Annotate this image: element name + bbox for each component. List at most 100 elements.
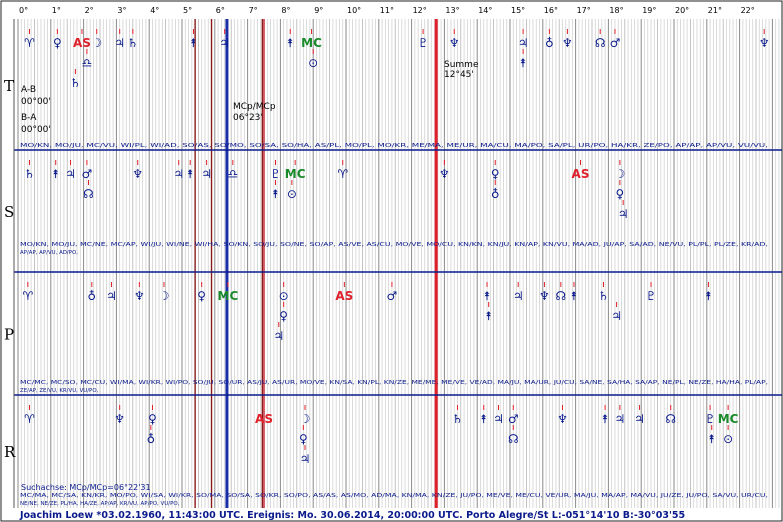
planet-glyph: ♆	[539, 289, 550, 303]
planet-glyph: ♁	[146, 432, 155, 446]
planet-glyph: ♃	[114, 36, 125, 50]
planet-glyph: ⯭	[602, 412, 609, 426]
degree-label: 16°	[544, 6, 558, 15]
degree-label: 2°	[85, 6, 94, 15]
planet-glyph: ⯭	[520, 56, 527, 70]
degree-label: 11°	[380, 6, 394, 15]
midpoint-pair-line: MO/KN, MO/JU, MC/NE, MC/AP, WI/JU, WI/NE…	[20, 242, 768, 248]
planet-glyph: ♄	[127, 36, 138, 50]
planet-glyph: ⯭	[705, 289, 712, 303]
degree-grid	[17, 19, 780, 508]
marker-lines	[194, 19, 438, 508]
planet-glyph: ♃	[273, 329, 284, 343]
planet-glyph: ♃	[513, 289, 524, 303]
planet-glyph: ♆	[449, 36, 460, 50]
row-label-P: P	[4, 326, 14, 344]
planet-glyph: ♂	[610, 36, 621, 50]
planet-glyph: ☊	[665, 412, 676, 426]
degree-label: 21°	[708, 6, 722, 15]
planet-glyph: MC	[285, 167, 306, 181]
planet-glyph: ♃	[518, 36, 529, 50]
midpoint-pair-line: MC/MA, MC/SA, KN/KR, MO/PO, WI/SA, WI/KR…	[20, 493, 768, 499]
planet-glyph: ♈	[24, 412, 35, 426]
planet-glyph: MC	[718, 412, 739, 426]
planet-glyph: AS	[73, 36, 91, 50]
degree-label: 0°	[19, 6, 28, 15]
summe-value: 12°45'	[444, 70, 474, 80]
planet-glyph: ♃	[201, 167, 212, 181]
planet-glyph: ♀	[148, 412, 157, 426]
row-labels: T S P R	[4, 77, 16, 461]
planet-glyph: ♀	[53, 36, 62, 50]
midpoint-pair-line: MC/MC, MC/SO, MC/CU, WI/MA, WI/KR, WI/PO…	[20, 380, 768, 386]
planet-glyph: ♇	[705, 412, 716, 426]
planet-glyph: ⯭	[52, 167, 59, 181]
degree-label: 8°	[281, 6, 290, 15]
planet-glyph: ♃	[634, 412, 645, 426]
planet-glyph: MC	[218, 289, 239, 303]
planet-glyph: ♆	[134, 289, 145, 303]
planet-glyph: ⯭	[570, 289, 577, 303]
planet-glyph: ♆	[562, 36, 573, 50]
planet-glyph: AS	[255, 412, 273, 426]
degree-label: 5°	[183, 6, 192, 15]
planet-glyph: ♈	[24, 36, 35, 50]
mcp-label: MCp/MCp	[233, 102, 276, 112]
planet-glyph: ♀	[197, 289, 206, 303]
degree-label: 18°	[609, 6, 623, 15]
ba-label: B-A	[21, 113, 37, 123]
suchachse-label: Suchachse: MCp/MCp=06°22'31	[21, 483, 151, 492]
planet-glyph: ♇	[418, 36, 429, 50]
planet-glyph: AS	[335, 289, 353, 303]
planet-glyph: ♄	[452, 412, 463, 426]
planet-glyph: ♃	[611, 309, 622, 323]
midpoint-pair-line: MO/KN, MO/JU, MC/VU, WI/PL, WI/AD, SO/AS…	[20, 143, 768, 149]
planet-glyph: ♆	[557, 412, 568, 426]
footer-info: Joachim Loew *03.02.1960, 11:43:00 UTC. …	[19, 510, 685, 521]
degree-label: 13°	[445, 6, 459, 15]
mcp-value: 06°23'	[233, 113, 263, 123]
planet-glyph: ♃	[106, 289, 117, 303]
planet-glyph: ♎	[81, 56, 92, 70]
ab-label: A-B	[21, 85, 36, 95]
degree-label: 9°	[314, 6, 323, 15]
planet-glyph: ⯭	[190, 36, 197, 50]
midpoint-pair-line: ZE/AP, ZE/VU, KR/VU, VU/PO,	[20, 388, 99, 394]
degree-label: 10°	[347, 6, 361, 15]
degree-label: 17°	[577, 6, 591, 15]
planet-glyph: ☽	[91, 36, 102, 50]
planet-glyph: ⯭	[287, 36, 294, 50]
planet-glyph: ♆	[114, 412, 125, 426]
degree-label: 6°	[216, 6, 225, 15]
planet-glyph: ⯭	[485, 309, 492, 323]
ab-value: 00°00'	[21, 97, 51, 107]
planet-glyph: ♃	[614, 412, 625, 426]
row-label-R: R	[4, 443, 16, 461]
planet-glyph: ☊	[83, 187, 94, 201]
ba-value: 00°00'	[21, 125, 51, 135]
degree-label: 22°	[741, 6, 755, 15]
planet-glyph: ♀	[491, 167, 500, 181]
planet-glyph: ♄	[598, 289, 609, 303]
planet-glyph: ♄	[70, 76, 81, 90]
planet-glyph: ♂	[81, 167, 92, 181]
planet-glyph: ♃	[300, 452, 311, 466]
planet-glyph: ⊙	[308, 56, 318, 70]
midpoint-pair-line: NE/NE, NE/ZE, PL/HA, HA/ZE, AP/AP, KR/VU…	[20, 501, 180, 507]
degree-label: 15°	[511, 6, 525, 15]
planet-symbols: ♈ ♀ AS ☽ ♃ ♄ ⯭ ♃ ⯭ MC ♇ ♆ ♃ ♁ ♆ ☊ ♂ ♆♎ ⊙ ⯭♄♄ ⯭ ♃ ♂ ♆ ♃ ⯭ ♃ ♎ ♇ MC ♈ ♆ ♀ A…	[22, 29, 770, 466]
planet-glyph: ♁	[545, 36, 554, 50]
row-separators	[13, 19, 782, 508]
planet-glyph: ♇	[270, 167, 281, 181]
planet-glyph: ♈	[22, 289, 33, 303]
planet-glyph: ☊	[595, 36, 606, 50]
planet-glyph: ⯭	[480, 412, 487, 426]
planet-glyph: ♀	[615, 187, 624, 201]
planet-glyph: ⯭	[187, 167, 194, 181]
planet-glyph: ☽	[614, 167, 625, 181]
planet-glyph: ⯭	[272, 187, 279, 201]
planet-glyph: ⯭	[483, 289, 490, 303]
planet-glyph: ♁	[491, 187, 500, 201]
